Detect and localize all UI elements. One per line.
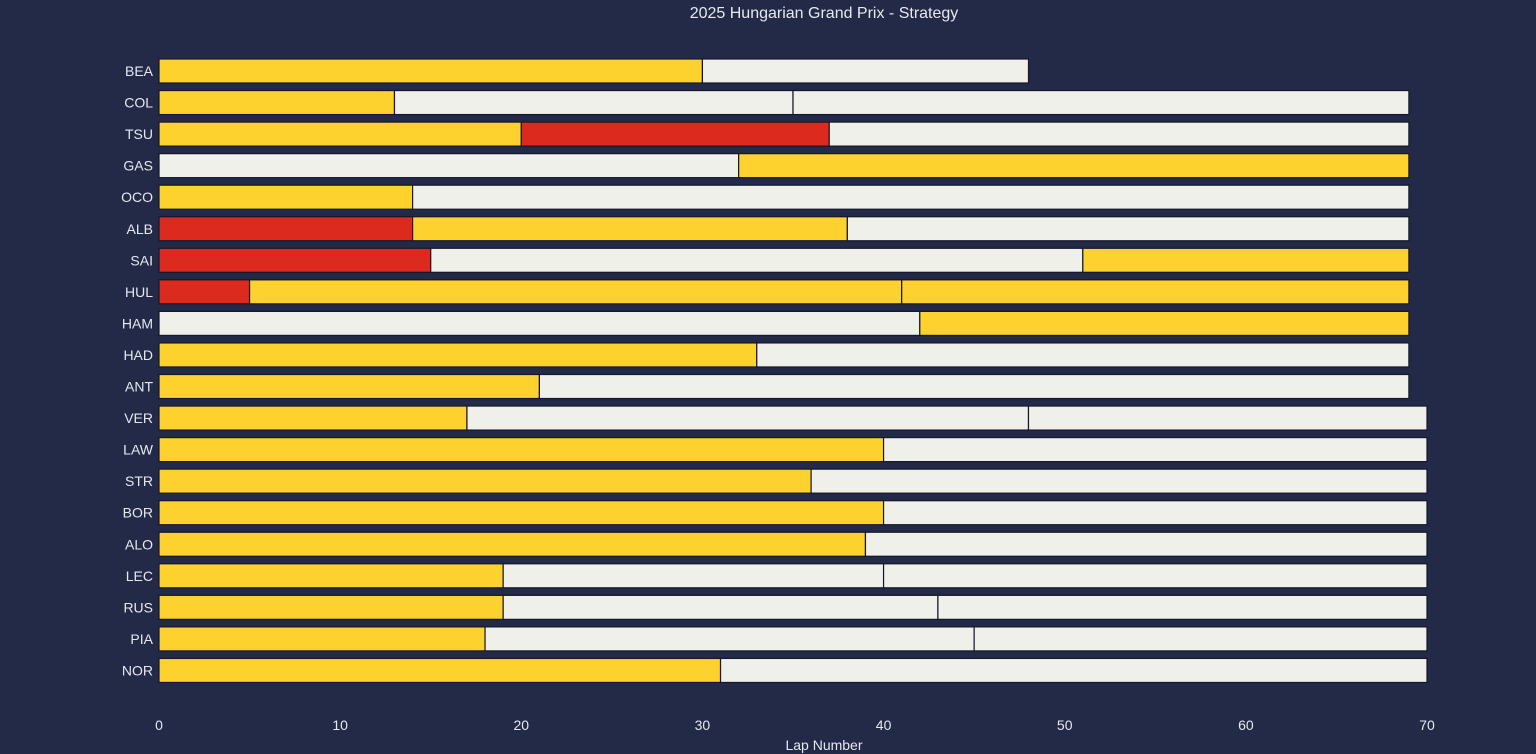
- driver-label: GAS: [123, 158, 153, 174]
- driver-label: RUS: [123, 599, 153, 615]
- driver-label: NOR: [122, 662, 153, 678]
- stint-bar-alo-2: [864, 531, 1428, 557]
- driver-label: ALO: [125, 536, 153, 552]
- stint-bar-hul-2: [248, 279, 903, 305]
- stint-bar-bor-2: [882, 500, 1428, 526]
- driver-label: OCO: [121, 189, 153, 205]
- x-tick-label: 40: [876, 717, 892, 733]
- x-tick-label: 20: [513, 717, 529, 733]
- stint-bar-sai-3: [1082, 247, 1410, 273]
- stint-bar-col-2: [393, 89, 794, 116]
- stint-bar-law-1: [158, 437, 885, 463]
- x-tick-label: 70: [1419, 717, 1435, 733]
- driver-label: TSU: [125, 126, 153, 142]
- stint-bar-ver-2: [466, 405, 1030, 431]
- stint-bar-law-2: [882, 437, 1428, 463]
- x-tick-label: 30: [695, 717, 711, 733]
- driver-label: ALB: [127, 221, 153, 237]
- stint-bar-alb-2: [412, 216, 848, 242]
- x-tick-label: 60: [1238, 717, 1254, 733]
- stint-bar-bor-1: [158, 500, 885, 526]
- stint-bar-tsu-1: [158, 121, 522, 147]
- stint-bar-str-2: [810, 468, 1428, 494]
- driver-label: PIA: [130, 631, 153, 647]
- stint-bar-rus-3: [937, 594, 1428, 620]
- stint-bar-bea-1: [158, 58, 704, 84]
- driver-label: VER: [124, 410, 153, 426]
- driver-label: HUL: [125, 284, 153, 300]
- stint-bar-alb-3: [846, 216, 1410, 242]
- stint-bar-ham-1: [158, 310, 921, 336]
- driver-label: LEC: [126, 568, 153, 584]
- driver-label: SAI: [130, 252, 153, 268]
- stint-bar-ver-1: [158, 405, 468, 431]
- chart-title: 2025 Hungarian Grand Prix - Strategy: [690, 5, 959, 22]
- stint-bar-ant-2: [538, 373, 1410, 400]
- stint-bar-sai-2: [430, 247, 1084, 273]
- driver-label: HAD: [123, 347, 153, 363]
- stint-bar-had-2: [756, 342, 1410, 368]
- driver-label: STR: [125, 473, 153, 489]
- stint-bar-nor-1: [158, 657, 722, 684]
- stint-bar-rus-2: [502, 594, 939, 620]
- stint-bars: [158, 58, 1428, 684]
- stint-bar-str-1: [158, 468, 812, 494]
- driver-label: COL: [124, 95, 153, 111]
- stint-bar-bea-2: [701, 58, 1030, 84]
- stint-bar-lec-3: [882, 563, 1428, 589]
- stint-bar-had-1: [158, 342, 758, 368]
- stint-bar-ant-1: [158, 373, 540, 400]
- stint-bar-hul-3: [901, 279, 1410, 305]
- driver-label: HAM: [122, 315, 153, 331]
- x-tick-label: 0: [155, 717, 163, 733]
- driver-labels: BEA COL TSU GAS OCO ALB SAI HUL HAM HAD ANT VER LAW S…: [121, 63, 154, 678]
- stint-bar-pia-3: [973, 626, 1428, 652]
- stint-bar-tsu-2: [520, 121, 830, 147]
- stint-bar-col-1: [158, 89, 396, 116]
- x-tick-label: 50: [1057, 717, 1073, 733]
- driver-label: BEA: [125, 63, 154, 79]
- driver-label: ANT: [125, 379, 153, 395]
- stint-bar-gas-2: [738, 153, 1410, 179]
- stint-bar-alb-1: [158, 216, 414, 242]
- stint-bar-ham-2: [919, 310, 1410, 336]
- stint-bar-oco-2: [412, 184, 1410, 210]
- driver-label: LAW: [123, 442, 154, 458]
- driver-label: BOR: [123, 505, 153, 521]
- stint-bar-gas-1: [158, 153, 740, 179]
- stint-bar-alo-1: [158, 531, 867, 557]
- stint-bar-pia-2: [484, 626, 975, 652]
- stint-bar-oco-1: [158, 184, 414, 210]
- stint-bar-col-3: [792, 89, 1410, 116]
- stint-bar-lec-1: [158, 563, 504, 589]
- stint-bar-rus-1: [158, 594, 504, 620]
- stint-bar-pia-1: [158, 626, 486, 652]
- stint-bar-sai-1: [158, 247, 432, 273]
- stint-bar-lec-2: [502, 563, 885, 589]
- x-axis-ticks: 0 10 20 30 40 50 60 70: [155, 717, 1435, 733]
- stint-bar-hul-1: [158, 279, 251, 305]
- stint-bar-tsu-3: [828, 121, 1410, 147]
- x-axis-label: Lap Number: [785, 737, 862, 753]
- x-tick-label: 10: [332, 717, 348, 733]
- stint-bar-nor-2: [719, 657, 1428, 684]
- stint-bar-ver-3: [1027, 405, 1428, 431]
